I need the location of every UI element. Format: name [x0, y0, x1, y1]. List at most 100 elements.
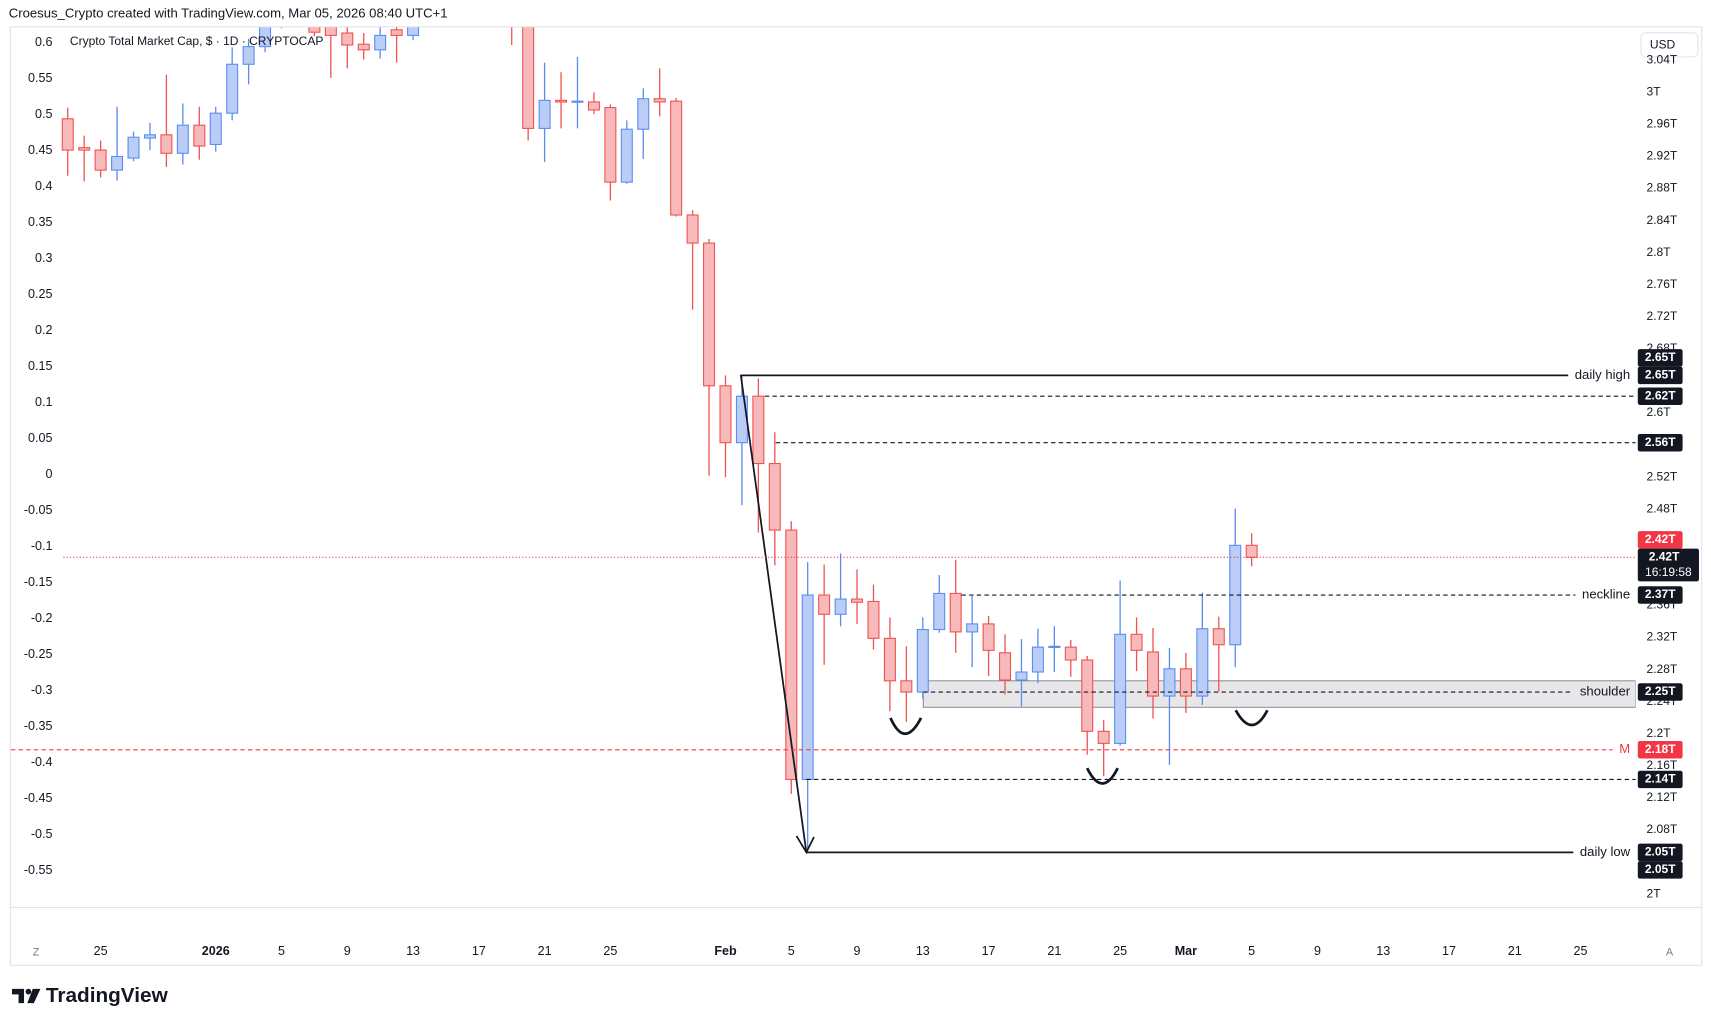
candle-body — [160, 134, 173, 154]
candle-body — [637, 98, 650, 130]
candle-body — [259, 27, 272, 48]
y-tick-label: 2.08T — [1647, 822, 1678, 836]
y-tick-label: 2.48T — [1647, 501, 1678, 515]
candle-body — [1048, 645, 1061, 648]
y-tick-label: 2.12T — [1647, 790, 1678, 804]
price-tag-label: 2.56T — [1645, 435, 1676, 449]
candle-body — [1130, 633, 1143, 651]
price-tag — [1637, 366, 1683, 385]
y-tick-label: 2.6T — [1647, 405, 1672, 419]
candle-body — [653, 98, 666, 103]
level-label: daily low — [1580, 844, 1631, 859]
candle-body — [1031, 646, 1044, 673]
price-tag — [1637, 741, 1683, 759]
x-tick-label: 13 — [406, 944, 420, 958]
x-tick-label: 5 — [278, 944, 285, 958]
candle-body — [390, 29, 403, 36]
currency-label[interactable]: USD — [1650, 38, 1676, 52]
price-tag-label: 2.05T — [1645, 845, 1676, 859]
candle-body — [78, 147, 91, 151]
candle-body — [719, 385, 732, 444]
candle-body — [555, 99, 568, 103]
shoulder-arc — [1234, 709, 1269, 727]
candle-body — [834, 598, 847, 615]
candle-body — [522, 27, 535, 129]
price-tag — [1637, 548, 1699, 582]
candle-body — [686, 214, 699, 244]
y-tick-label: 2.76T — [1647, 277, 1678, 291]
candle-body — [357, 43, 370, 51]
candle-body — [1097, 730, 1110, 744]
candle-body — [1179, 668, 1192, 697]
y-tick-label: 2.88T — [1647, 181, 1678, 195]
candle-body — [801, 594, 814, 780]
y2-tick-label: 0.35 — [28, 215, 52, 229]
x-tick-label: 9 — [1314, 944, 1321, 958]
candle-body — [883, 637, 896, 682]
price-tag-label: 2.42T — [1645, 532, 1676, 546]
candle-body — [900, 680, 913, 693]
candle-body — [703, 242, 716, 387]
y2-tick-label: 0 — [45, 467, 52, 481]
price-tag-label: 2.05T — [1645, 862, 1676, 876]
candle-body — [818, 594, 831, 615]
candle-body — [587, 101, 600, 111]
price-tag-label: 2.37T — [1645, 587, 1676, 601]
candle-body — [785, 529, 798, 780]
candle-body — [867, 600, 880, 639]
price-tag — [1637, 349, 1683, 367]
candle-body — [735, 395, 748, 444]
y2-tick-label: 0.25 — [28, 287, 52, 301]
candle-body — [209, 112, 222, 145]
candle-body — [933, 592, 946, 631]
head-arc — [1085, 767, 1119, 785]
price-tag-label: 2.14T — [1645, 772, 1676, 786]
shoulder-zone — [922, 680, 1636, 708]
price-tag — [1637, 531, 1683, 549]
y2-tick-label: 0.3 — [35, 251, 52, 265]
candle-body — [916, 628, 929, 693]
y2-tick-label: 0.55 — [28, 71, 52, 85]
x-tick-label: 25 — [94, 944, 108, 958]
y2-tick-label: 0.2 — [35, 323, 52, 337]
candle-body — [242, 46, 255, 65]
candle-body — [111, 155, 124, 171]
level-label: daily high — [1575, 367, 1630, 382]
shoulder-arc — [889, 717, 923, 736]
y-tick-label: 2.84T — [1647, 213, 1678, 227]
legend-title: Crypto Total Market Cap, $ · 1D · CRYPTO… — [70, 34, 323, 48]
y2-tick-label: -0.25 — [24, 647, 53, 661]
candle-body — [407, 27, 420, 36]
price-tag-label: 2.18T — [1645, 742, 1676, 756]
y2-tick-label: -0.5 — [31, 827, 53, 841]
price-tag — [1637, 861, 1683, 879]
y2-tick-label: -0.55 — [24, 863, 53, 877]
candle-body — [949, 592, 962, 633]
candle-body — [1114, 633, 1127, 744]
y-tick-label: 2.52T — [1647, 469, 1678, 483]
scale-button[interactable]: Z — [33, 947, 40, 959]
footer-logo: TradingView — [46, 984, 169, 1007]
logo-mark — [12, 988, 41, 1004]
frame — [9, 26, 1703, 966]
y2-tick-label: 0.6 — [35, 35, 52, 49]
scale-button[interactable]: A — [1666, 947, 1674, 959]
currency-button[interactable] — [1640, 32, 1699, 58]
price-tag-label: 2.62T — [1645, 388, 1676, 402]
y-tick-label: 3T — [1647, 85, 1662, 99]
y2-tick-label: -0.15 — [24, 575, 53, 589]
x-tick-label: 25 — [1574, 944, 1588, 958]
price-tag — [1637, 770, 1683, 789]
candle-body — [538, 99, 551, 129]
candle-body — [341, 32, 354, 46]
level-label: neckline — [1582, 587, 1630, 602]
price-tag-label: 2.25T — [1645, 684, 1676, 698]
y2-tick-label: -0.35 — [24, 719, 53, 733]
y-tick-label: 2.32T — [1647, 630, 1678, 644]
candle-body — [1015, 671, 1028, 681]
candle-body — [226, 63, 239, 114]
candle-body — [1163, 668, 1176, 697]
